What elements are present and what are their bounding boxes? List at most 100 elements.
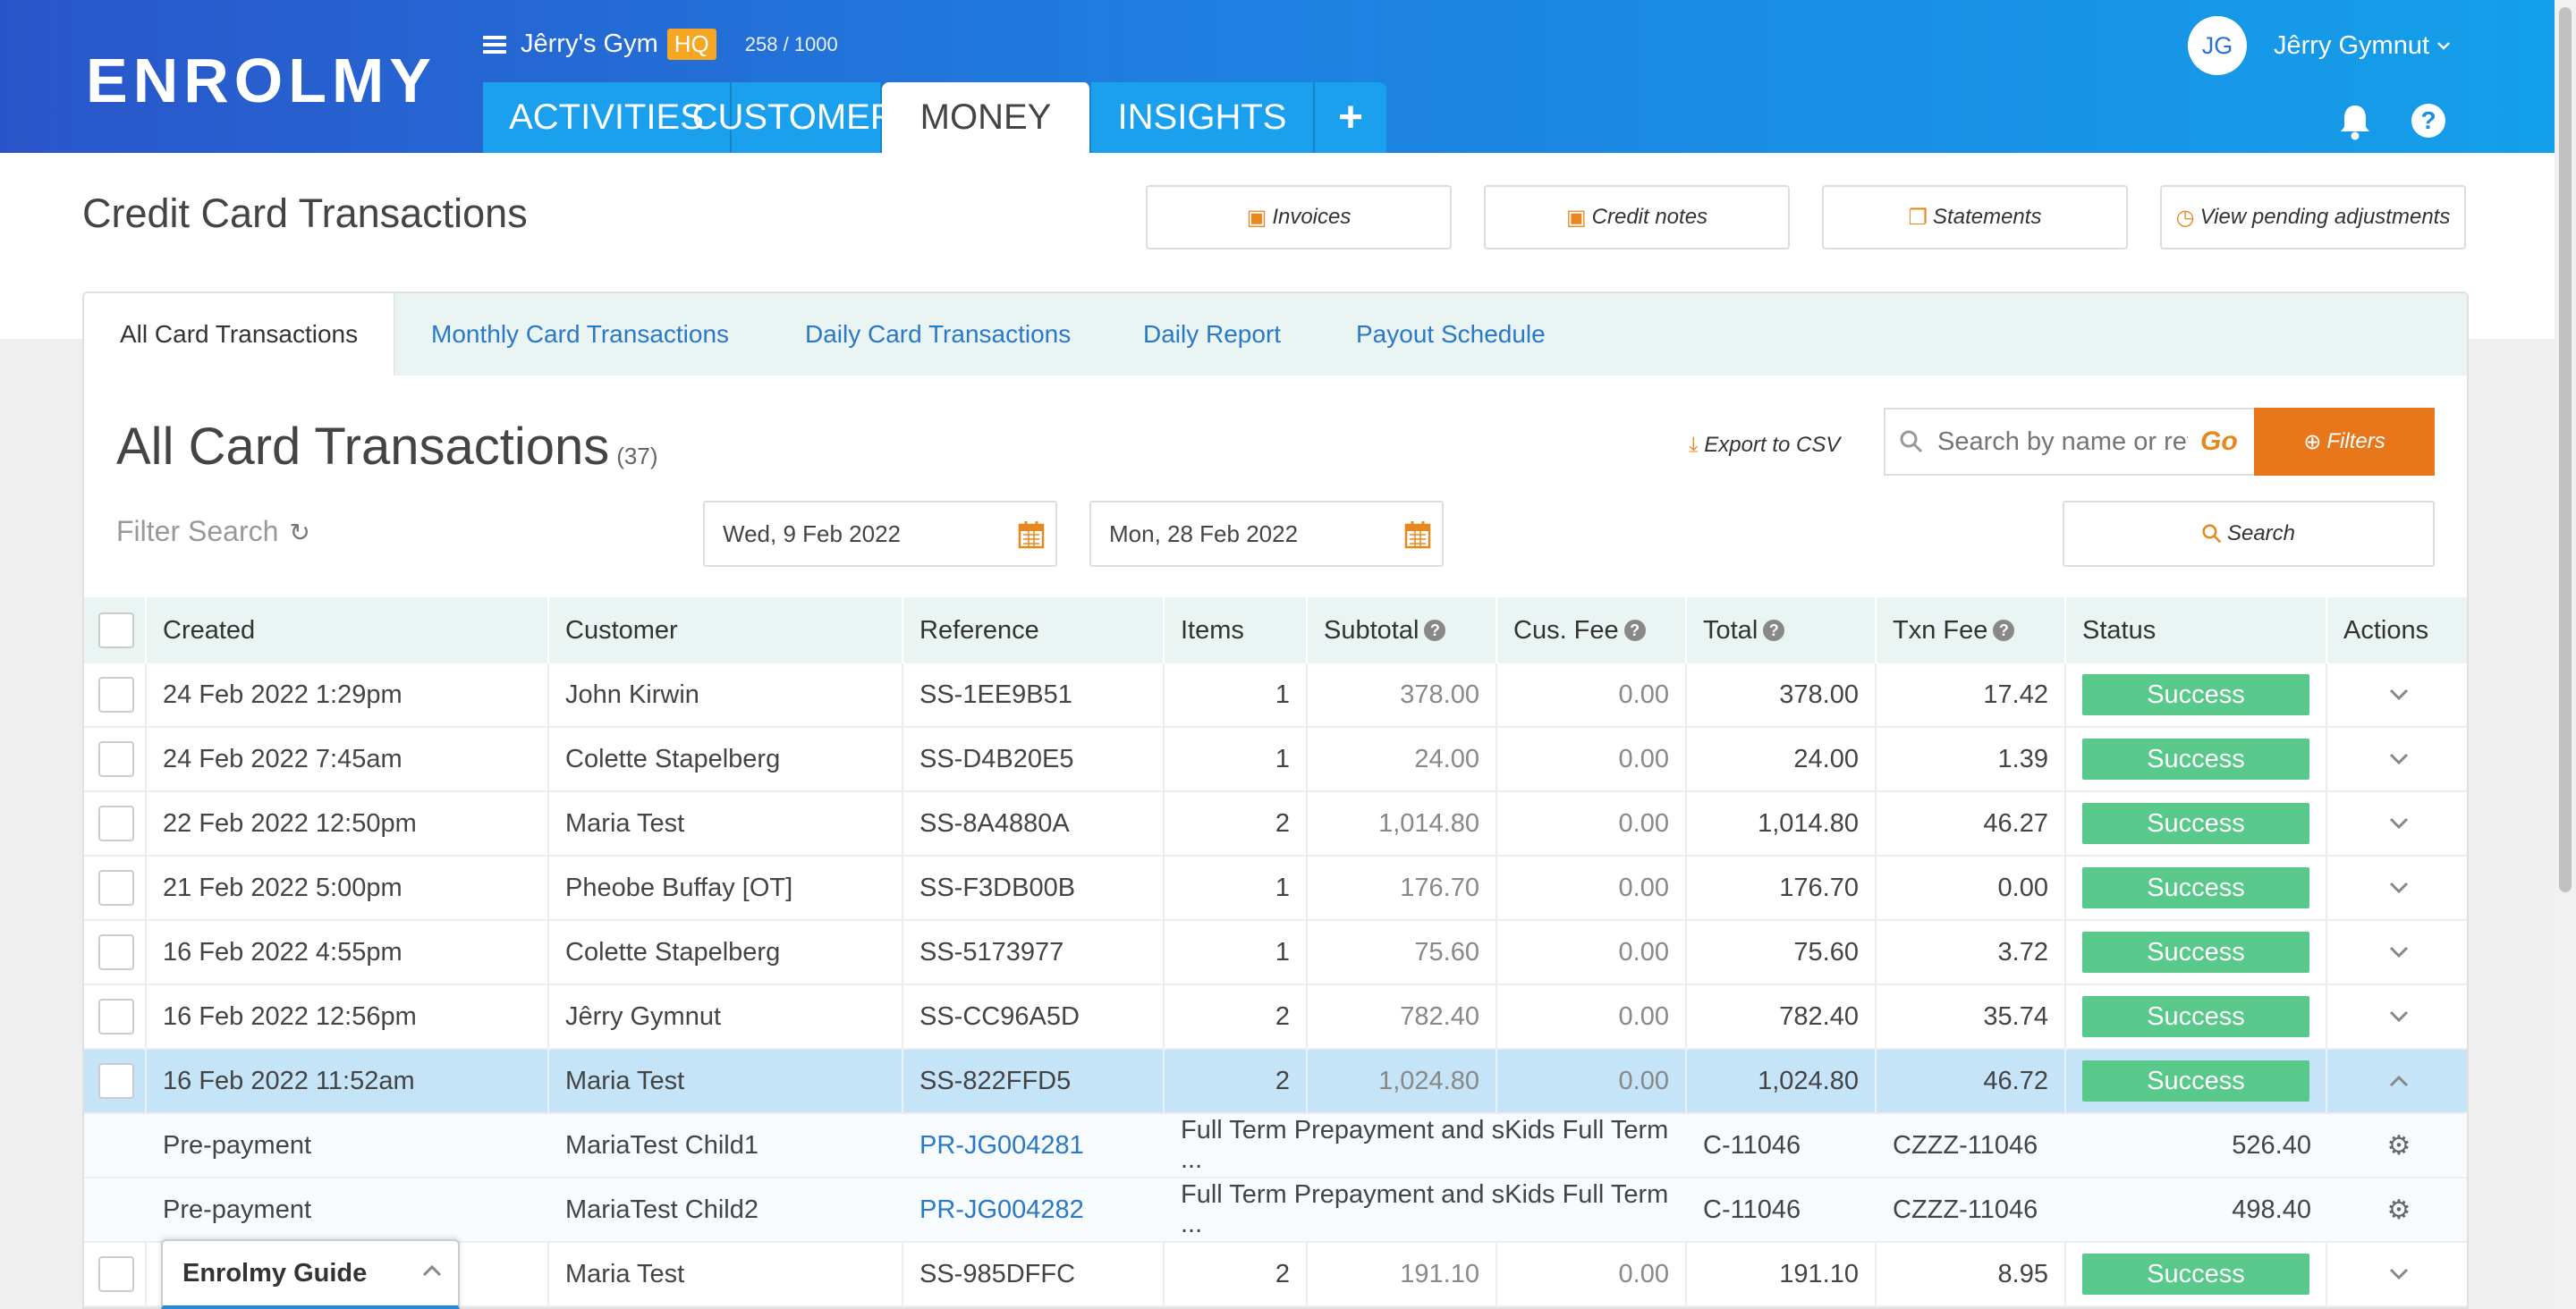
col-subtotal[interactable]: Subtotal? <box>1308 597 1497 663</box>
user-menu[interactable]: JG Jêrry Gymnut <box>2188 16 2451 75</box>
chevron-down-icon[interactable] <box>2389 882 2409 894</box>
cell-total: 191.10 <box>1687 1243 1877 1305</box>
subrow-link[interactable]: PR-JG004281 <box>919 1130 1084 1160</box>
tab-all-card-transactions[interactable]: All Card Transactions <box>84 293 395 376</box>
export-label: Export to CSV <box>1704 433 1841 457</box>
table-row-expanded[interactable]: 16 Feb 2022 11:52am Maria Test SS-822FFD… <box>84 1050 2467 1114</box>
credit-notes-button[interactable]: ▣ Credit notes <box>1484 185 1790 249</box>
search-button-label: Search <box>2226 521 2296 545</box>
export-csv-link[interactable]: ⤓ Export to CSV <box>1689 433 1840 458</box>
search-icon <box>2202 524 2222 544</box>
gear-icon[interactable]: ⚙ <box>2386 1130 2411 1161</box>
invoices-button[interactable]: ▣ Invoices <box>1146 185 1452 249</box>
chevron-up-icon[interactable] <box>422 1264 442 1277</box>
tab-monthly-card-transactions[interactable]: Monthly Card Transactions <box>431 320 730 348</box>
guide-label: Enrolmy Guide <box>182 1258 368 1288</box>
row-checkbox[interactable] <box>98 806 134 841</box>
col-status[interactable]: Status <box>2066 597 2327 663</box>
chevron-down-icon[interactable] <box>2389 946 2409 959</box>
table-row[interactable]: 21 Feb 2022 5:00pm Pheobe Buffay [OT] SS… <box>84 857 2467 921</box>
row-checkbox[interactable] <box>98 870 134 906</box>
status-badge: Success <box>2082 932 2309 973</box>
row-checkbox[interactable] <box>98 741 134 777</box>
col-reference[interactable]: Reference <box>903 597 1165 663</box>
clock-icon: ◷ <box>2175 205 2195 230</box>
table-row[interactable]: 16 Feb 2022 4:55pm Colette Stapelberg SS… <box>84 921 2467 985</box>
go-button[interactable]: Go <box>2200 426 2238 456</box>
help-icon[interactable]: ? <box>2411 104 2445 138</box>
tab-payout-schedule[interactable]: Payout Schedule <box>1356 320 1546 348</box>
gym-selector[interactable]: Jêrry's Gym HQ 258 / 1000 <box>483 29 838 60</box>
tab-activities[interactable]: ACTIVITIES <box>483 82 732 153</box>
row-checkbox-cell <box>84 1050 147 1112</box>
gym-name[interactable]: Jêrry's Gym <box>521 30 658 58</box>
table-row[interactable]: 16 Feb 2022 12:56pm Jêrry Gymnut SS-CC96… <box>84 985 2467 1050</box>
col-cus-fee[interactable]: Cus. Fee? <box>1497 597 1687 663</box>
user-name[interactable]: Jêrry Gymnut <box>2274 30 2430 60</box>
chevron-down-icon[interactable] <box>2389 817 2409 830</box>
row-checkbox[interactable] <box>98 999 134 1035</box>
chevron-up-icon[interactable] <box>2389 1075 2409 1087</box>
cell-customer: Jêrry Gymnut <box>549 985 903 1048</box>
tab-money[interactable]: MONEY <box>882 82 1091 153</box>
enrolmy-guide-widget[interactable]: Enrolmy Guide <box>161 1239 460 1309</box>
page-scrollbar[interactable] <box>2555 0 2576 1309</box>
chevron-down-icon[interactable] <box>2389 753 2409 765</box>
statements-button[interactable]: ❐ Statements <box>1822 185 2128 249</box>
table-row[interactable]: 24 Feb 2022 7:45am Colette Stapelberg SS… <box>84 728 2467 792</box>
help-icon[interactable]: ? <box>1623 620 1646 641</box>
tab-customers[interactable]: CUSTOMERS <box>692 82 919 153</box>
tab-daily-card-transactions[interactable]: Daily Card Transactions <box>805 320 1072 348</box>
table-row[interactable]: 24 Feb 2022 1:29pm John Kirwin SS-1EE9B5… <box>84 663 2467 728</box>
cell-subtotal: 1,024.80 <box>1308 1050 1497 1112</box>
cell-items: 2 <box>1165 792 1308 855</box>
gear-icon[interactable]: ⚙ <box>2386 1195 2411 1225</box>
col-txn-fee[interactable]: Txn Fee? <box>1877 597 2066 663</box>
date-to-input[interactable]: Mon, 28 Feb 2022 <box>1089 501 1444 567</box>
row-checkbox[interactable] <box>98 1063 134 1099</box>
table-row[interactable]: 22 Feb 2022 12:50pm Maria Test SS-8A4880… <box>84 792 2467 857</box>
table-row[interactable]: Maria Test SS-985DFFC 2 191.10 0.00 191.… <box>84 1243 2467 1307</box>
search-button[interactable]: Search <box>2063 501 2435 567</box>
subtab-bar: All Card Transactions Monthly Card Trans… <box>84 293 2467 376</box>
row-checkbox[interactable] <box>98 934 134 970</box>
col-total[interactable]: Total? <box>1687 597 1877 663</box>
chevron-down-icon[interactable] <box>2389 1268 2409 1280</box>
col-created[interactable]: Created <box>147 597 549 663</box>
add-tab-button[interactable]: + <box>1315 82 1386 153</box>
row-checkbox[interactable] <box>98 1256 134 1292</box>
select-all-checkbox[interactable] <box>98 612 134 648</box>
calendar-icon[interactable] <box>1404 520 1431 549</box>
chevron-down-icon[interactable] <box>2389 688 2409 701</box>
avatar[interactable]: JG <box>2188 16 2247 75</box>
status-badge: Success <box>2082 996 2309 1037</box>
status-badge: Success <box>2082 739 2309 780</box>
col-items[interactable]: Items <box>1165 597 1308 663</box>
subrow-link[interactable]: PR-JG004282 <box>919 1195 1084 1224</box>
tab-daily-report[interactable]: Daily Report <box>1143 320 1282 348</box>
menu-icon[interactable] <box>483 35 506 54</box>
scrollbar-thumb[interactable] <box>2559 7 2572 892</box>
cell-items: 2 <box>1165 985 1308 1048</box>
date-from-input[interactable]: Wed, 9 Feb 2022 <box>703 501 1057 567</box>
chevron-down-icon[interactable] <box>2389 1010 2409 1023</box>
cell-subtotal: 24.00 <box>1308 728 1497 790</box>
help-icon[interactable]: ? <box>1993 620 2015 641</box>
subrow-type: Pre-payment <box>163 1195 312 1224</box>
search-input[interactable] <box>1937 426 2188 457</box>
reset-icon[interactable]: ↻ <box>289 519 310 546</box>
help-icon[interactable]: ? <box>1763 620 1785 641</box>
tab-insights[interactable]: INSIGHTS <box>1091 82 1315 153</box>
chevron-down-icon[interactable] <box>2436 41 2451 50</box>
calendar-icon[interactable] <box>1018 520 1045 549</box>
subrow-code-alt: CZZZ-11046 <box>1893 1195 2038 1224</box>
bell-icon[interactable] <box>2336 102 2374 141</box>
col-customer[interactable]: Customer <box>549 597 903 663</box>
help-icon[interactable]: ? <box>1424 620 1446 641</box>
row-checkbox[interactable] <box>98 677 134 713</box>
cell-cus-fee: 0.00 <box>1497 1243 1687 1305</box>
cell-reference: SS-985DFFC <box>903 1243 1165 1305</box>
enrolmy-logo[interactable]: ENROLMY <box>86 46 436 115</box>
filters-button[interactable]: ⊕ Filters <box>2254 408 2435 476</box>
view-pending-adjustments-button[interactable]: ◷ View pending adjustments <box>2160 185 2466 249</box>
